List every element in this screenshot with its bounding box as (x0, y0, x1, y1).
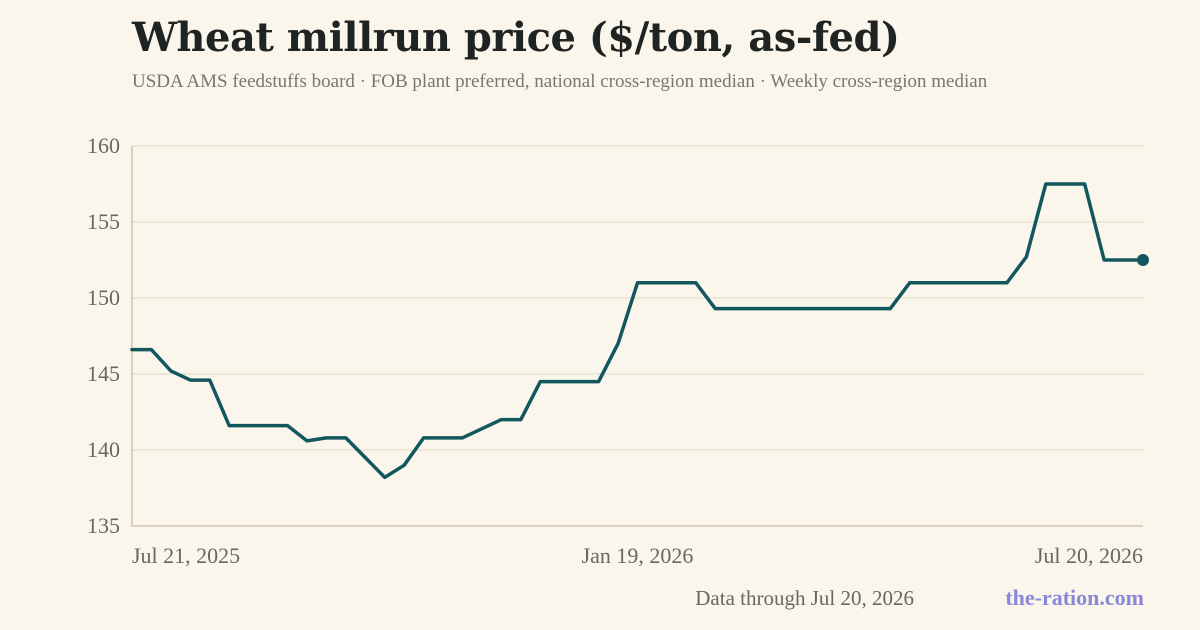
data-point (207, 378, 212, 383)
brand-link[interactable]: the-ration.com (1005, 585, 1144, 610)
data-point (713, 306, 718, 311)
data-point (771, 306, 776, 311)
data-point (227, 423, 232, 428)
data-point (518, 417, 523, 422)
data-point (304, 438, 309, 443)
data-point (868, 306, 873, 311)
data-point (907, 280, 912, 285)
data-point (888, 306, 893, 311)
data-point (635, 280, 640, 285)
y-axis-ticks: 135 140 145 150 155 160 (87, 133, 120, 538)
data-point (752, 306, 757, 311)
data-point (810, 306, 815, 311)
data-point (324, 435, 329, 440)
data-point (732, 306, 737, 311)
y-tick-label: 150 (87, 285, 120, 310)
y-tick-label: 145 (87, 361, 120, 386)
data-point (382, 475, 387, 480)
data-point (577, 379, 582, 384)
last-point-marker (1137, 254, 1149, 266)
data-point (791, 306, 796, 311)
data-point (1121, 258, 1126, 263)
data-point (421, 435, 426, 440)
data-point (616, 341, 621, 346)
data-point (1063, 182, 1068, 187)
x-tick-label: Jan 19, 2026 (582, 543, 694, 568)
data-point (441, 435, 446, 440)
y-tick-label: 160 (87, 133, 120, 158)
data-point (654, 280, 659, 285)
data-point (849, 306, 854, 311)
data-point (1004, 280, 1009, 285)
chart-title: Wheat millrun price ($/ton, as-fed) (132, 14, 900, 61)
gridlines (132, 145, 1143, 451)
data-point (674, 280, 679, 285)
data-point (596, 379, 601, 384)
data-point (246, 423, 251, 428)
y-tick-label: 140 (87, 437, 120, 462)
data-point (363, 455, 368, 460)
data-through-note: Data through Jul 20, 2026 (695, 586, 914, 610)
line-chart: 135 140 145 150 155 160 Jul 21, 2025 Jan 19, 2… (87, 133, 1149, 568)
data-point (479, 426, 484, 431)
data-point (188, 378, 193, 383)
x-tick-label: Jul 20, 2026 (1035, 543, 1143, 568)
data-point (693, 280, 698, 285)
data-point (266, 423, 271, 428)
data-point (1043, 182, 1048, 187)
x-tick-label: Jul 21, 2025 (132, 543, 240, 568)
data-point (285, 423, 290, 428)
data-point (1082, 182, 1087, 187)
data-point (1102, 258, 1107, 263)
x-axis-ticks: Jul 21, 2025 Jan 19, 2026 Jul 20, 2026 (132, 543, 1143, 568)
data-point (1024, 254, 1029, 259)
y-tick-label: 155 (87, 209, 120, 234)
y-tick-label: 135 (87, 513, 120, 538)
data-point (149, 347, 154, 352)
data-point (985, 280, 990, 285)
data-points (130, 182, 1146, 480)
data-point (130, 347, 135, 352)
data-point (557, 379, 562, 384)
series-line (130, 182, 1145, 480)
data-point (460, 435, 465, 440)
data-point (538, 379, 543, 384)
data-point (946, 280, 951, 285)
data-point (343, 435, 348, 440)
data-point (966, 280, 971, 285)
data-point (829, 306, 834, 311)
data-point (402, 463, 407, 468)
chart-subtitle: USDA AMS feedstuffs board · FOB plant pr… (132, 71, 988, 92)
data-point (927, 280, 932, 285)
data-point (168, 368, 173, 373)
data-point (499, 417, 504, 422)
